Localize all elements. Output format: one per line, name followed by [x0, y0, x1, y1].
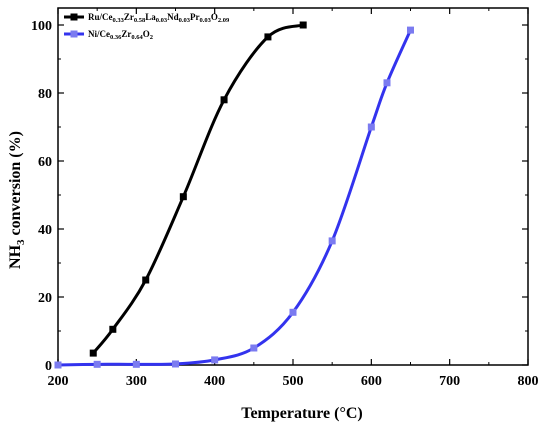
- series-2-point: [407, 26, 414, 34]
- legend-label-series-2: Ni/Ce0.36Zr0.64O2: [88, 29, 153, 41]
- series-1-line: [92, 23, 304, 355]
- series-1-point: [264, 33, 272, 41]
- x-axis-title: Temperature (°C): [241, 405, 362, 422]
- legend: Ru/Ce0.33Zr0.58La0.03Nd0.03Pr0.03O2.09 Ni…: [64, 12, 230, 41]
- series-2-point: [328, 237, 336, 245]
- series-2: [54, 26, 414, 369]
- x-tick-label: 800: [518, 374, 539, 389]
- series-1-point: [299, 21, 307, 29]
- legend-label-series-1: Ru/Ce0.33Zr0.58La0.03Nd0.03Pr0.03O2.09: [88, 12, 230, 24]
- y-tick-label: 0: [45, 359, 52, 374]
- series-layer: [54, 21, 414, 369]
- series-2-point: [383, 79, 391, 87]
- series-1-point: [142, 276, 150, 284]
- y-tick-label: 40: [38, 223, 52, 238]
- series-2-point: [289, 308, 297, 316]
- series-1-point: [179, 193, 187, 201]
- y-tick-label: 100: [31, 19, 52, 34]
- series-2-point: [211, 356, 219, 364]
- x-tick-label: 500: [283, 374, 304, 389]
- y-axis-title: NH3 conversion (%): [7, 131, 27, 269]
- y-axis-title-sub: 3: [15, 239, 27, 245]
- series-1: [89, 21, 307, 357]
- series-2-point: [132, 360, 140, 368]
- y-tick-label: 20: [38, 291, 52, 306]
- y-tick-label: 60: [38, 155, 52, 170]
- x-tick-label: 400: [204, 374, 225, 389]
- series-1-point: [89, 349, 97, 357]
- legend-swatch-marker: [70, 13, 78, 21]
- series-2-point: [367, 123, 375, 131]
- x-tick-label: 600: [361, 374, 382, 389]
- series-1-point: [109, 325, 117, 333]
- y-axis-title-main: NH: [7, 244, 24, 269]
- y-axis-title-rest: conversion (%): [7, 131, 24, 239]
- x-tick-label: 200: [48, 374, 69, 389]
- legend-swatch-marker: [70, 30, 78, 38]
- x-tick-label: 300: [126, 374, 147, 389]
- series-2-point: [93, 360, 101, 368]
- axes: 200 300 400 500 600 700 800 0 20 40 60 80 100: [31, 7, 539, 389]
- y-tick-label: 80: [38, 87, 52, 102]
- series-2-point: [250, 344, 258, 352]
- series-2-point: [54, 361, 62, 369]
- series-2-line: [57, 29, 412, 367]
- series-1-point: [220, 96, 228, 104]
- series-2-point: [172, 360, 179, 368]
- x-tick-label: 700: [439, 374, 460, 389]
